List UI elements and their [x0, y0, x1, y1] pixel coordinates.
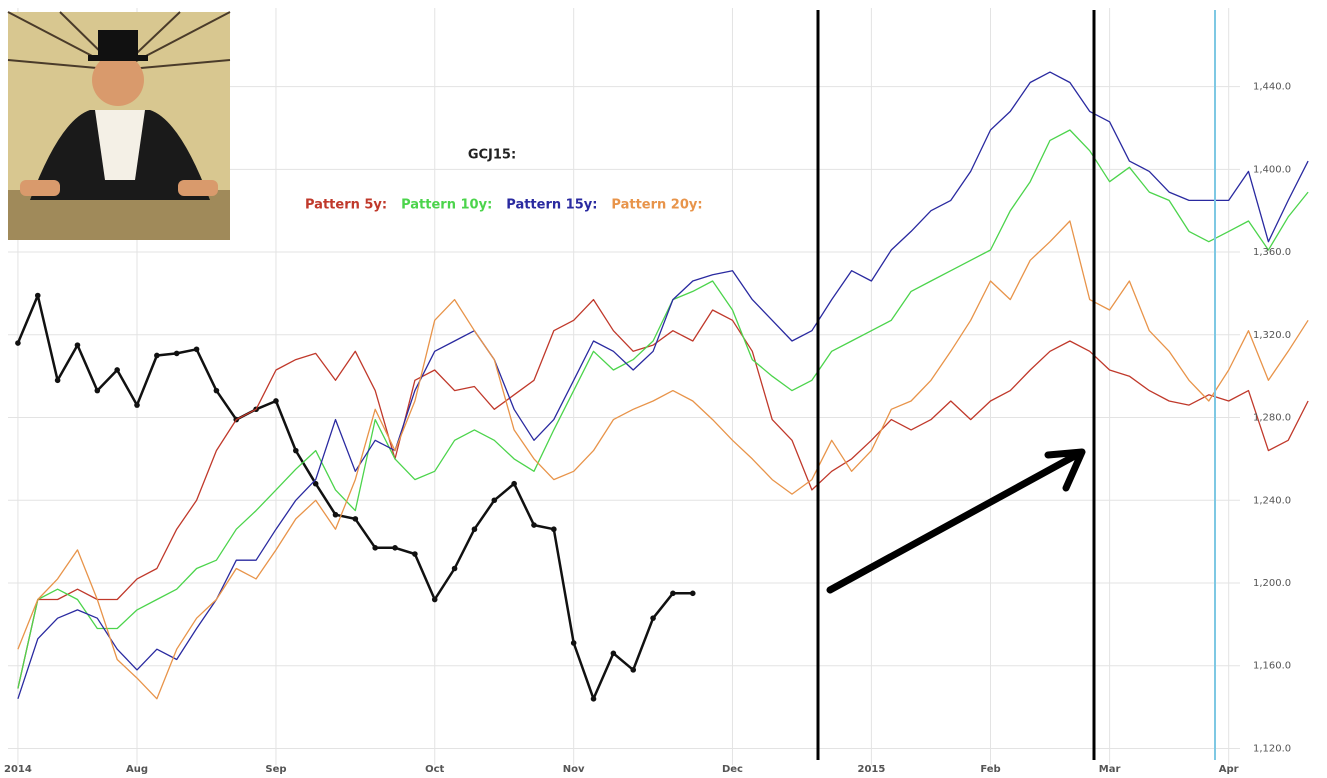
legend-entry: Pattern 20y: — [611, 198, 702, 213]
y-tick-label: 1,280.0 — [1253, 413, 1291, 424]
data-point — [471, 526, 478, 533]
data-point — [74, 342, 81, 348]
legend: Pattern 5y: Pattern 10y: Pattern 15y: Patte… — [305, 198, 703, 213]
y-tick-label: 1,320.0 — [1253, 330, 1291, 341]
data-point — [94, 387, 101, 394]
data-point — [293, 447, 299, 454]
data-point — [312, 480, 319, 487]
y-tick-label: 1,440.0 — [1253, 82, 1291, 93]
legend-entry: Pattern 15y: — [506, 198, 597, 213]
y-tick-label: 1,120.0 — [1253, 743, 1291, 754]
y-tick-label: 1,360.0 — [1253, 247, 1291, 258]
data-point — [531, 522, 537, 528]
data-point — [154, 352, 160, 359]
data-point — [273, 398, 279, 404]
data-point — [412, 551, 418, 557]
data-point — [392, 545, 398, 551]
x-tick-label: Mar — [1099, 764, 1121, 775]
data-point — [193, 346, 200, 353]
x-tick-label: Apr — [1219, 764, 1239, 775]
data-point — [134, 402, 140, 408]
legend-entry: Pattern 10y: — [401, 198, 492, 213]
data-point — [114, 367, 120, 373]
cartoon-image — [7, 11, 231, 240]
data-point — [332, 511, 339, 518]
data-point — [551, 526, 557, 533]
data-point — [213, 387, 220, 394]
y-tick-label: 1,160.0 — [1253, 661, 1291, 672]
y-tick-label: 1,200.0 — [1253, 578, 1291, 589]
x-tick-label: Aug — [126, 764, 148, 775]
x-tick-label: Feb — [980, 764, 1000, 775]
y-tick-label: 1,400.0 — [1253, 164, 1291, 175]
legend-entry: Pattern 5y: — [305, 198, 387, 213]
data-point — [511, 480, 517, 487]
data-point — [630, 667, 637, 673]
data-point — [372, 545, 378, 551]
x-tick-label: Sep — [265, 764, 286, 775]
chart-title: GCJ15: — [468, 148, 516, 163]
data-point — [570, 640, 577, 646]
data-point — [431, 596, 438, 603]
data-point — [610, 650, 617, 657]
data-point — [173, 350, 180, 357]
data-point — [451, 565, 458, 572]
data-point — [352, 516, 359, 522]
x-tick-label: Oct — [425, 764, 444, 775]
x-tick-label: Dec — [722, 764, 743, 775]
data-point — [670, 590, 676, 597]
data-point — [689, 590, 696, 597]
x-tick-label: Nov — [563, 764, 585, 775]
x-tick-label: 2015 — [857, 764, 885, 775]
data-point — [54, 377, 61, 384]
x-tick-label: 2014 — [4, 764, 32, 775]
data-point — [34, 292, 41, 299]
data-point — [15, 340, 21, 346]
data-point — [491, 497, 498, 504]
y-tick-label: 1,240.0 — [1253, 495, 1291, 506]
data-point — [650, 615, 656, 621]
data-point — [590, 696, 597, 702]
axes: 1,120.0 1,160.0 1,200.0 1,240.0 1,280.0 1,320… — [4, 82, 1291, 775]
arrow — [826, 448, 1086, 594]
